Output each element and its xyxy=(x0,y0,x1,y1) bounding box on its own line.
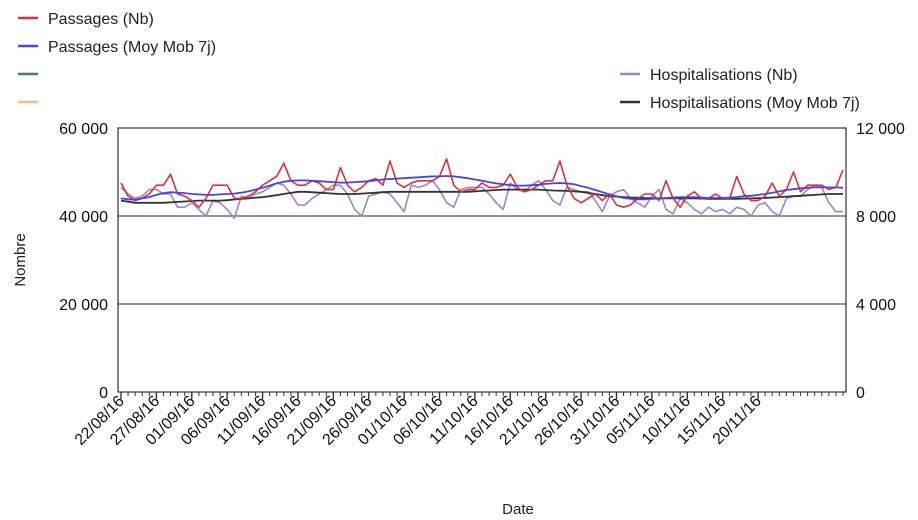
series-line-1 xyxy=(120,175,844,201)
y-tick-label: 20 000 xyxy=(59,297,108,314)
plot-frame xyxy=(117,127,847,393)
legend-label: Hospitalisations (Moy Mob 7j) xyxy=(650,95,860,112)
series-line-4 xyxy=(120,180,843,219)
legend: Passages (Nb) Passages (Moy Mob 7j) Hospit… xyxy=(18,11,860,112)
legend-label: Passages (Moy Mob 7j) xyxy=(48,39,216,56)
x-axis-title: Date xyxy=(502,501,534,518)
legend-label: Hospitalisations (Nb) xyxy=(650,67,798,84)
legend-label: Passages (Nb) xyxy=(48,11,154,28)
series-lines xyxy=(120,158,844,219)
y-tick-label: 60 000 xyxy=(59,121,108,138)
y2-tick-label: 4 000 xyxy=(856,297,896,314)
series-line-5 xyxy=(120,188,843,204)
y2-tick-label: 8 000 xyxy=(856,209,896,226)
y2-tick-label: 12 000 xyxy=(856,121,905,138)
y-tick-label: 40 000 xyxy=(59,209,108,226)
y-axis-right: 0 4 000 8 000 12 000 xyxy=(856,121,905,402)
y-tick-label: 0 xyxy=(99,385,108,402)
y-axis-title: Nombre xyxy=(12,233,29,286)
y2-tick-label: 0 xyxy=(856,385,865,402)
grid-lines xyxy=(118,215,846,305)
y-axis-left: 0 20 000 40 000 60 000 xyxy=(59,121,108,402)
x-axis: 22/08/1627/08/1601/09/1606/09/1611/09/16… xyxy=(72,392,844,449)
